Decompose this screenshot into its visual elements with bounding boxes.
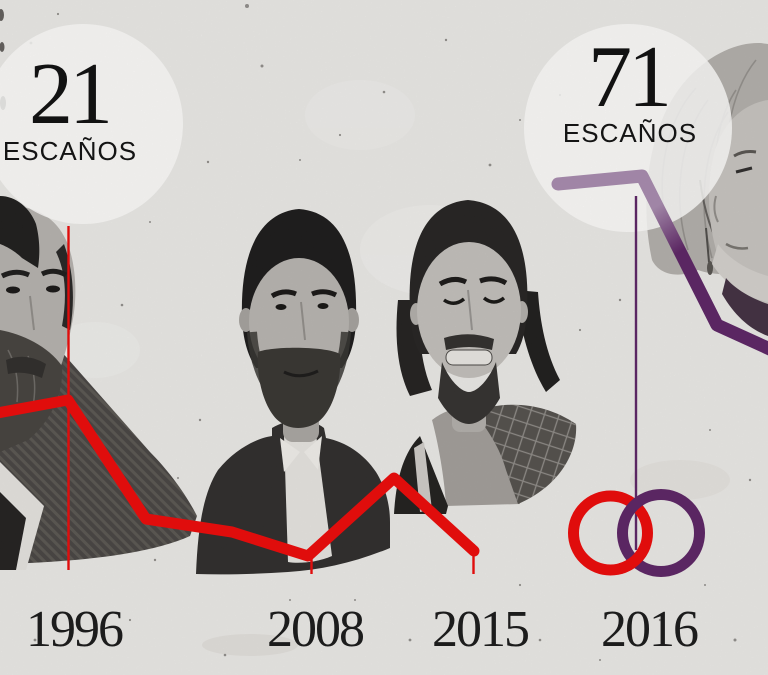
seats-value-right: 71 [588, 29, 672, 126]
year-label-2008: 2008 [267, 601, 365, 658]
year-label-1996: 1996 [26, 601, 124, 658]
seats-value-left: 21 [29, 46, 113, 143]
year-label-2015: 2015 [432, 601, 530, 658]
seats-label-right: ESCAÑOS [562, 118, 698, 148]
year-label-2016: 2016 [601, 601, 699, 658]
seats-label-left: ESCAÑOS [2, 136, 138, 166]
